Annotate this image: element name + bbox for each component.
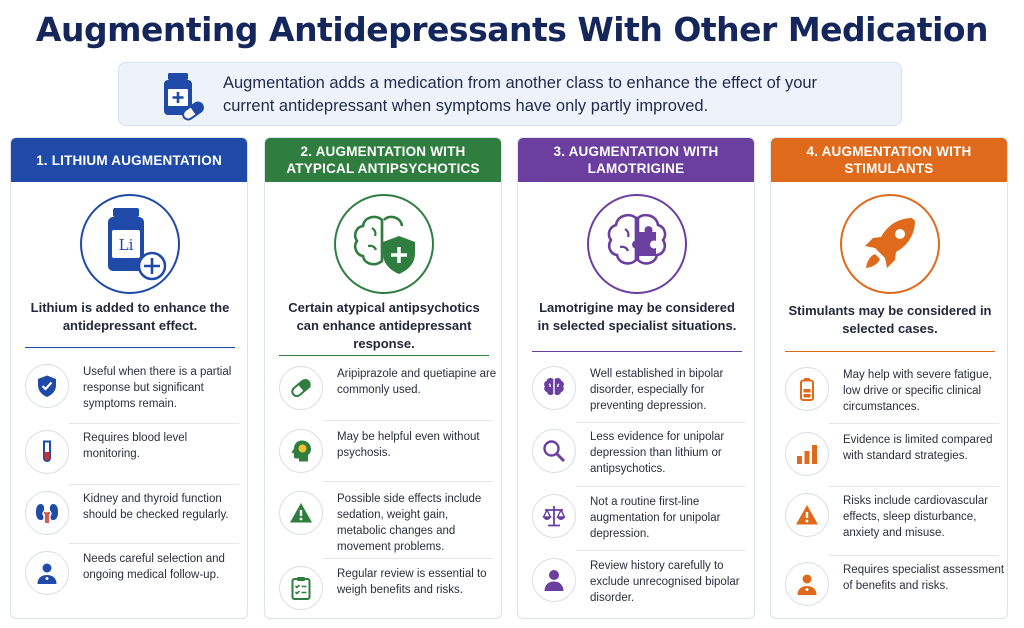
separator xyxy=(576,550,746,551)
separator xyxy=(576,422,746,423)
medicine-bottle-icon xyxy=(155,71,205,121)
list-item-text: Evidence is limited compared with standa… xyxy=(843,434,993,462)
divider xyxy=(532,351,742,352)
list-item-text: Regular review is essential to weigh ben… xyxy=(337,568,487,596)
separator xyxy=(69,423,239,424)
intro-banner: Augmentation adds a medication from anot… xyxy=(118,62,902,126)
card-stimulants: 4. AUGMENTATION WITH STIMULANTS Stimulan… xyxy=(770,137,1008,619)
list-item-text: Requires blood level monitoring. xyxy=(83,432,188,460)
list-item-text: Risks include cardiovascular effects, sl… xyxy=(843,495,989,539)
card-lithium: 1. LITHIUM AUGMENTATION Li Lithium is ad… xyxy=(10,137,248,619)
card-header: 2. AUGMENTATION WITH ATYPICAL ANTIPSYCHO… xyxy=(265,138,501,182)
kidneys-icon xyxy=(25,491,69,535)
person-icon xyxy=(532,558,576,602)
card-header: 1. LITHIUM AUGMENTATION xyxy=(11,138,247,182)
card-summary: Certain atypical antipsychotics can enha… xyxy=(288,300,480,351)
list-item-text: Review history carefully to exclude unre… xyxy=(590,560,740,604)
list-item-text: Possible side effects include sedation, … xyxy=(337,493,482,553)
separator xyxy=(829,423,999,424)
divider xyxy=(25,347,235,348)
separator xyxy=(829,555,999,556)
list-item-text: Well established in bipolar disorder, es… xyxy=(590,368,724,412)
brain-puzzle-icon xyxy=(587,194,687,294)
separator xyxy=(323,558,493,559)
intro-text: Augmentation adds a medication from anot… xyxy=(223,74,818,115)
card-summary: Lithium is added to enhance the antidepr… xyxy=(30,300,230,333)
scales-icon xyxy=(532,494,576,538)
separator xyxy=(69,484,239,485)
list-item-text: Kidney and thyroid function should be ch… xyxy=(83,493,229,521)
separator xyxy=(69,543,239,544)
bar-chart-icon xyxy=(785,432,829,476)
list-item-text: Requires specialist assessment of benefi… xyxy=(843,564,1005,592)
list-item-text: Aripiprazole and quetiapine are commonly… xyxy=(337,368,497,396)
separator xyxy=(829,486,999,487)
capsule-icon xyxy=(279,366,323,410)
card-antipsychotics: 2. AUGMENTATION WITH ATYPICAL ANTIPSYCHO… xyxy=(264,137,502,619)
list-item-text: Needs careful selection and ongoing medi… xyxy=(83,553,225,581)
list-item-text: Less evidence for unipolar depression th… xyxy=(590,431,725,475)
card-summary: Stimulants may be considered in selected… xyxy=(788,303,992,336)
warning-icon xyxy=(785,493,829,537)
test-tube-icon xyxy=(25,430,69,474)
separator xyxy=(576,486,746,487)
page-title: Augmenting Antidepressants With Other Me… xyxy=(35,10,989,49)
list-item-text: Not a routine first-line augmentation fo… xyxy=(590,496,721,540)
lithium-label: Li xyxy=(119,236,134,254)
brain-shield-icon xyxy=(334,194,434,294)
shield-check-icon xyxy=(25,364,69,408)
lithium-bottle-icon: Li xyxy=(80,194,180,294)
separator xyxy=(323,481,493,482)
list-item-text: Useful when there is a partial response … xyxy=(83,366,232,410)
card-lamotrigine: 3. AUGMENTATION WITH LAMOTRIGINE Lamotri… xyxy=(517,137,755,619)
rocket-icon xyxy=(840,194,940,294)
doctor-icon xyxy=(785,562,829,606)
list-item-text: May help with severe fatigue, low drive … xyxy=(843,369,992,413)
card-summary: Lamotrigine may be considered in selecte… xyxy=(537,300,737,333)
card-header: 4. AUGMENTATION WITH STIMULANTS xyxy=(771,138,1007,182)
card-header: 3. AUGMENTATION WITH LAMOTRIGINE xyxy=(518,138,754,182)
brain-icon xyxy=(532,366,576,410)
divider xyxy=(279,355,489,356)
warning-icon xyxy=(279,491,323,535)
divider xyxy=(785,351,995,352)
doctor-icon xyxy=(25,551,69,595)
list-item-text: May be helpful even without psychosis. xyxy=(337,431,480,459)
magnifier-icon xyxy=(532,429,576,473)
low-battery-icon xyxy=(785,367,829,411)
clipboard-check-icon xyxy=(279,566,323,610)
head-brain-icon xyxy=(279,429,323,473)
separator xyxy=(323,420,493,421)
